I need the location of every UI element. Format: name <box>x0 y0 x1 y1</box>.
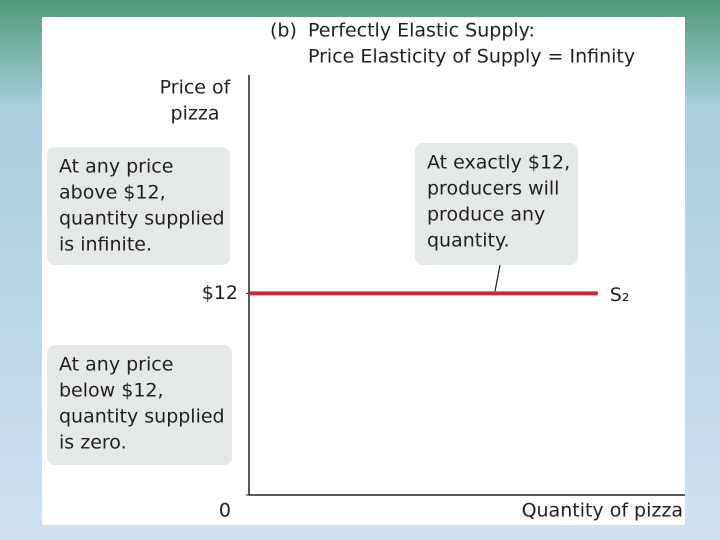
chart-title: Perfectly Elastic Supply: <box>308 20 535 42</box>
y-tick-label: $12 <box>202 282 238 304</box>
annotation-text: below $12, <box>59 380 164 402</box>
annotation-text: quantity. <box>427 230 510 252</box>
y-axis-label: Price of <box>160 77 232 99</box>
annotation-box <box>415 143 578 265</box>
annotation-text: above $12, <box>59 182 166 204</box>
annotation-text: quantity supplied <box>59 406 225 428</box>
annotation-text: quantity supplied <box>59 208 225 230</box>
pointer <box>494 264 501 292</box>
annotation-box <box>47 147 230 265</box>
chart-title: Price Elasticity of Supply = Infinity <box>308 46 635 68</box>
annotation-text: producers will <box>427 178 559 200</box>
annotation-text: is infinite. <box>59 234 152 256</box>
series-label: S₂ <box>610 284 630 306</box>
annotation-text: is zero. <box>59 432 127 454</box>
x-axis-label: Quantity of pizza <box>522 500 683 522</box>
annotation-text: At any price <box>59 354 173 376</box>
annotation-text: At exactly $12, <box>427 152 570 174</box>
title-label: (b) <box>270 20 297 42</box>
annotation-text: At any price <box>59 156 173 178</box>
annotation-box <box>47 345 232 465</box>
annotation-text: produce any <box>427 204 545 226</box>
y-tick-label: 0 <box>219 500 231 522</box>
y-axis-label: pizza <box>171 103 220 125</box>
